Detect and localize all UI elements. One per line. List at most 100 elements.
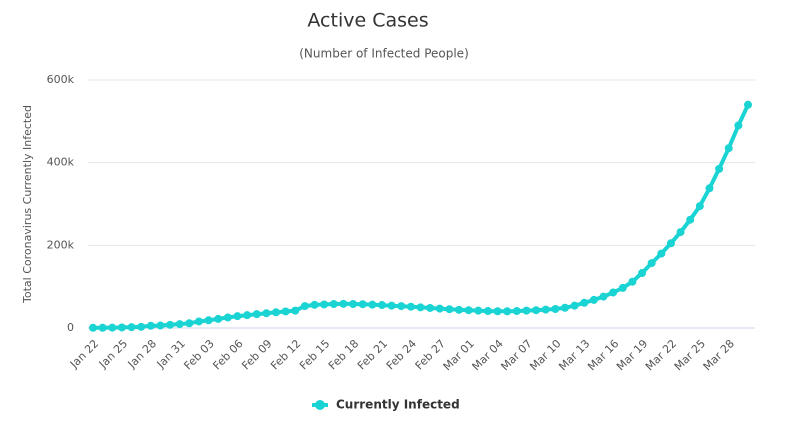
- data-point: [560, 303, 569, 312]
- data-point: [204, 316, 213, 325]
- x-tick-label: Feb 03: [181, 337, 216, 372]
- data-point: [618, 283, 627, 292]
- x-tick-label: Feb 21: [355, 337, 390, 372]
- data-point: [522, 306, 531, 315]
- data-point: [666, 239, 675, 248]
- x-tick-label: Jan 25: [96, 337, 130, 371]
- data-point: [638, 269, 647, 278]
- x-tick-label: Feb 09: [239, 337, 274, 372]
- data-point: [599, 292, 608, 301]
- data-point: [734, 121, 743, 130]
- x-tick-label: Mar 01: [441, 337, 477, 373]
- y-axis-label: Total Coronavirus Currently Infected: [21, 105, 34, 304]
- data-point: [397, 302, 406, 311]
- y-tick-label: 0: [67, 321, 74, 334]
- data-point: [416, 303, 425, 312]
- x-tick-label: Mar 13: [556, 337, 592, 373]
- x-tick-label: Mar 19: [614, 337, 650, 373]
- data-point: [233, 312, 242, 321]
- data-point: [406, 302, 415, 311]
- data-point: [349, 300, 358, 309]
- data-point: [320, 300, 329, 309]
- x-tick-label: Mar 10: [527, 337, 563, 373]
- x-tick-label: Feb 12: [268, 337, 303, 372]
- data-point: [676, 228, 685, 237]
- y-tick-label: 400k: [47, 156, 75, 169]
- data-point: [358, 300, 367, 309]
- y-tick-label: 200k: [47, 238, 75, 251]
- x-tick-label: Mar 22: [643, 337, 679, 373]
- x-tick-label: Feb 24: [384, 337, 419, 372]
- data-point: [695, 202, 704, 211]
- x-tick-label: Mar 04: [470, 337, 506, 373]
- data-point: [426, 303, 435, 312]
- data-point: [715, 164, 724, 173]
- data-point: [724, 144, 733, 153]
- data-point: [108, 323, 117, 332]
- x-tick-label: Feb 06: [210, 337, 245, 372]
- data-point: [223, 313, 232, 322]
- x-tick-label: Mar 16: [585, 337, 621, 373]
- x-tick-label: Jan 28: [125, 337, 159, 371]
- data-point: [744, 100, 752, 109]
- data-point: [243, 311, 252, 320]
- data-point: [117, 323, 126, 332]
- legend-label: Currently Infected: [336, 398, 460, 412]
- data-point: [474, 306, 483, 315]
- data-point: [589, 295, 598, 304]
- data-point: [570, 301, 579, 310]
- x-tick-label: Mar 07: [498, 337, 534, 373]
- data-point: [493, 307, 502, 316]
- data-point: [156, 321, 165, 330]
- data-point: [175, 320, 184, 329]
- data-point: [368, 300, 377, 309]
- data-point: [127, 323, 136, 332]
- y-tick-label: 600k: [47, 73, 75, 86]
- legend-marker: [315, 400, 325, 410]
- data-point: [339, 299, 348, 308]
- data-point: [262, 309, 271, 318]
- data-point: [310, 300, 319, 309]
- chart-subtitle: (Number of Infected People): [299, 47, 469, 61]
- data-point: [705, 184, 714, 193]
- data-point: [281, 307, 290, 316]
- data-point: [483, 307, 492, 316]
- data-point: [214, 314, 223, 323]
- data-point: [532, 306, 541, 315]
- data-point: [185, 319, 194, 328]
- data-point: [435, 304, 444, 313]
- data-point: [252, 310, 261, 319]
- data-point: [166, 320, 175, 329]
- data-point: [464, 306, 473, 315]
- data-point: [503, 307, 512, 316]
- data-point: [541, 305, 550, 314]
- series-line: [93, 103, 750, 330]
- data-point: [551, 304, 560, 313]
- data-point: [512, 307, 521, 316]
- x-tick-label: Jan 31: [154, 337, 188, 371]
- data-point: [89, 323, 97, 332]
- data-point: [272, 308, 281, 317]
- x-tick-label: Mar 28: [701, 337, 737, 373]
- data-point: [387, 301, 396, 310]
- data-point: [628, 277, 637, 286]
- x-tick-label: Feb 15: [297, 337, 332, 372]
- data-point: [329, 300, 338, 309]
- chart-title: Active Cases: [307, 10, 428, 32]
- data-point: [194, 317, 203, 326]
- x-tick-label: Jan 22: [67, 337, 101, 371]
- data-point: [580, 298, 589, 307]
- data-point: [98, 323, 107, 332]
- data-point: [647, 259, 656, 268]
- data-point: [300, 302, 309, 311]
- data-point: [291, 306, 300, 315]
- data-point: [377, 301, 386, 310]
- data-point: [137, 322, 146, 331]
- x-tick-label: Mar 25: [672, 337, 708, 373]
- data-point: [455, 305, 464, 314]
- x-tick-label: Feb 18: [326, 337, 361, 372]
- data-point: [146, 321, 155, 330]
- data-point: [609, 288, 618, 297]
- data-point: [445, 305, 454, 314]
